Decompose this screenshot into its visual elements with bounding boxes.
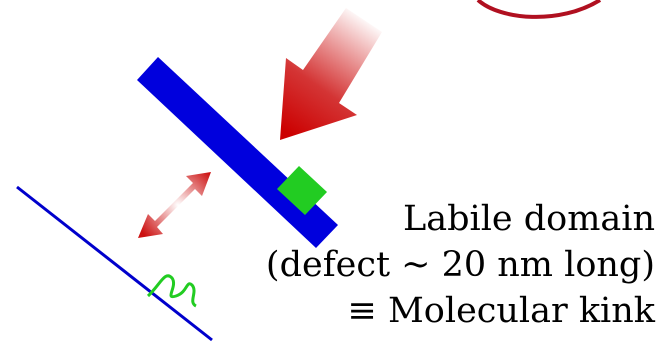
label-line: Labile domain [403, 199, 655, 239]
label-line: ≡ Molecular kink [348, 291, 656, 331]
label-line: (defect ~ 20 nm long) [266, 245, 655, 285]
force-arrow [280, 8, 382, 140]
kink-squiggle [148, 276, 196, 306]
loop-curve [478, 0, 600, 17]
chain-line [17, 187, 212, 340]
diagram: Labile domain (defect ~ 20 nm long) ≡ Mo… [0, 0, 668, 344]
double-arrow [138, 172, 211, 238]
